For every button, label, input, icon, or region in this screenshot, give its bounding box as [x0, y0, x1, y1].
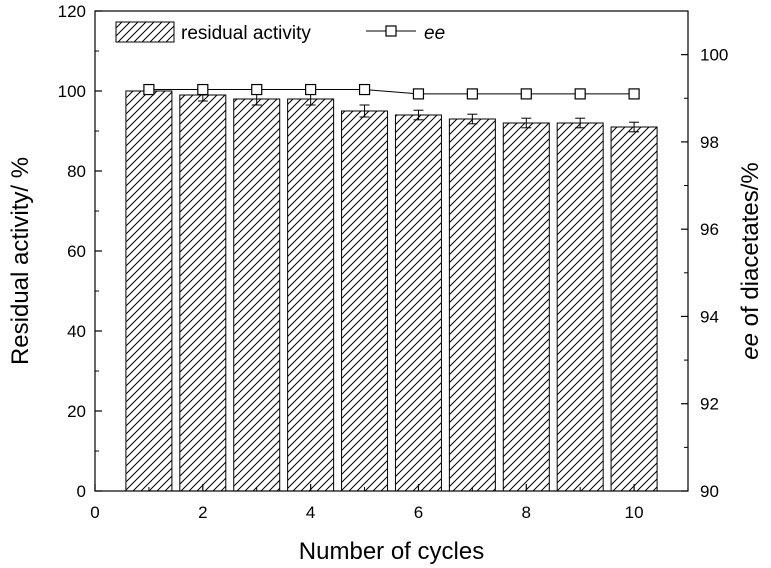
ee-point [305, 83, 317, 96]
ee-point [628, 88, 640, 100]
y-axis-ticks: 0 20 40 60 80 100 120 [58, 2, 102, 501]
bar [610, 126, 658, 492]
ee-series [143, 83, 640, 100]
x-tick-label: 8 [522, 503, 531, 522]
legend-marker-ee [385, 25, 397, 37]
error-bars [143, 88, 640, 133]
bar [394, 114, 442, 492]
ee-point [574, 88, 586, 100]
ee-point [520, 88, 532, 100]
y2-axis-title-ee: ee [737, 333, 764, 360]
y2-tick-label: 94 [700, 307, 719, 326]
bar [502, 122, 550, 492]
y2-tick-label: 90 [700, 482, 719, 501]
y2-tick-label: 92 [700, 395, 719, 414]
y-tick-label: 60 [67, 242, 86, 261]
y2-tick-label: 98 [700, 133, 719, 152]
x-tick-label: 2 [198, 503, 207, 522]
ee-point [251, 83, 263, 96]
ee-point [143, 83, 155, 96]
y2-axis-title-rest: of diacetates/% [737, 162, 764, 333]
x-tick-label: 6 [414, 503, 423, 522]
legend: residual activity ee [115, 21, 445, 44]
x-axis-ticks: 0 2 4 6 8 10 [90, 484, 644, 522]
x-tick-label: 4 [306, 503, 315, 522]
y-tick-label: 80 [67, 162, 86, 181]
y-tick-label: 120 [58, 2, 86, 21]
y2-tick-label: 100 [700, 46, 728, 65]
y-axis-title: Residual activity/ % [7, 157, 34, 365]
x-tick-label: 10 [625, 503, 644, 522]
y2-tick-label: 96 [700, 220, 719, 239]
y-tick-label: 0 [77, 482, 86, 501]
x-tick-label: 0 [90, 503, 99, 522]
x-axis-title: Number of cycles [299, 538, 484, 565]
bar-series [125, 90, 658, 492]
bar [556, 122, 604, 492]
bar [287, 98, 335, 492]
bar [233, 98, 281, 492]
ee-line [148, 89, 635, 95]
ee-point [466, 88, 478, 100]
y-tick-label: 40 [67, 322, 86, 341]
bar [125, 90, 173, 492]
y2-axis-title: ee of diacetates/% [737, 162, 764, 359]
y-tick-label: 20 [67, 402, 86, 421]
ee-point [412, 88, 425, 100]
ee-point [358, 83, 371, 96]
legend-label-residual-activity: residual activity [181, 23, 311, 44]
bar [341, 110, 389, 492]
ee-point [197, 83, 209, 96]
legend-swatch-bars [115, 21, 175, 43]
bar [448, 118, 496, 492]
legend-label-ee: ee [424, 23, 445, 44]
y-tick-label: 100 [58, 82, 86, 101]
bar [179, 94, 227, 492]
y2-axis-ticks: 90 92 94 96 98 100 [681, 46, 728, 501]
